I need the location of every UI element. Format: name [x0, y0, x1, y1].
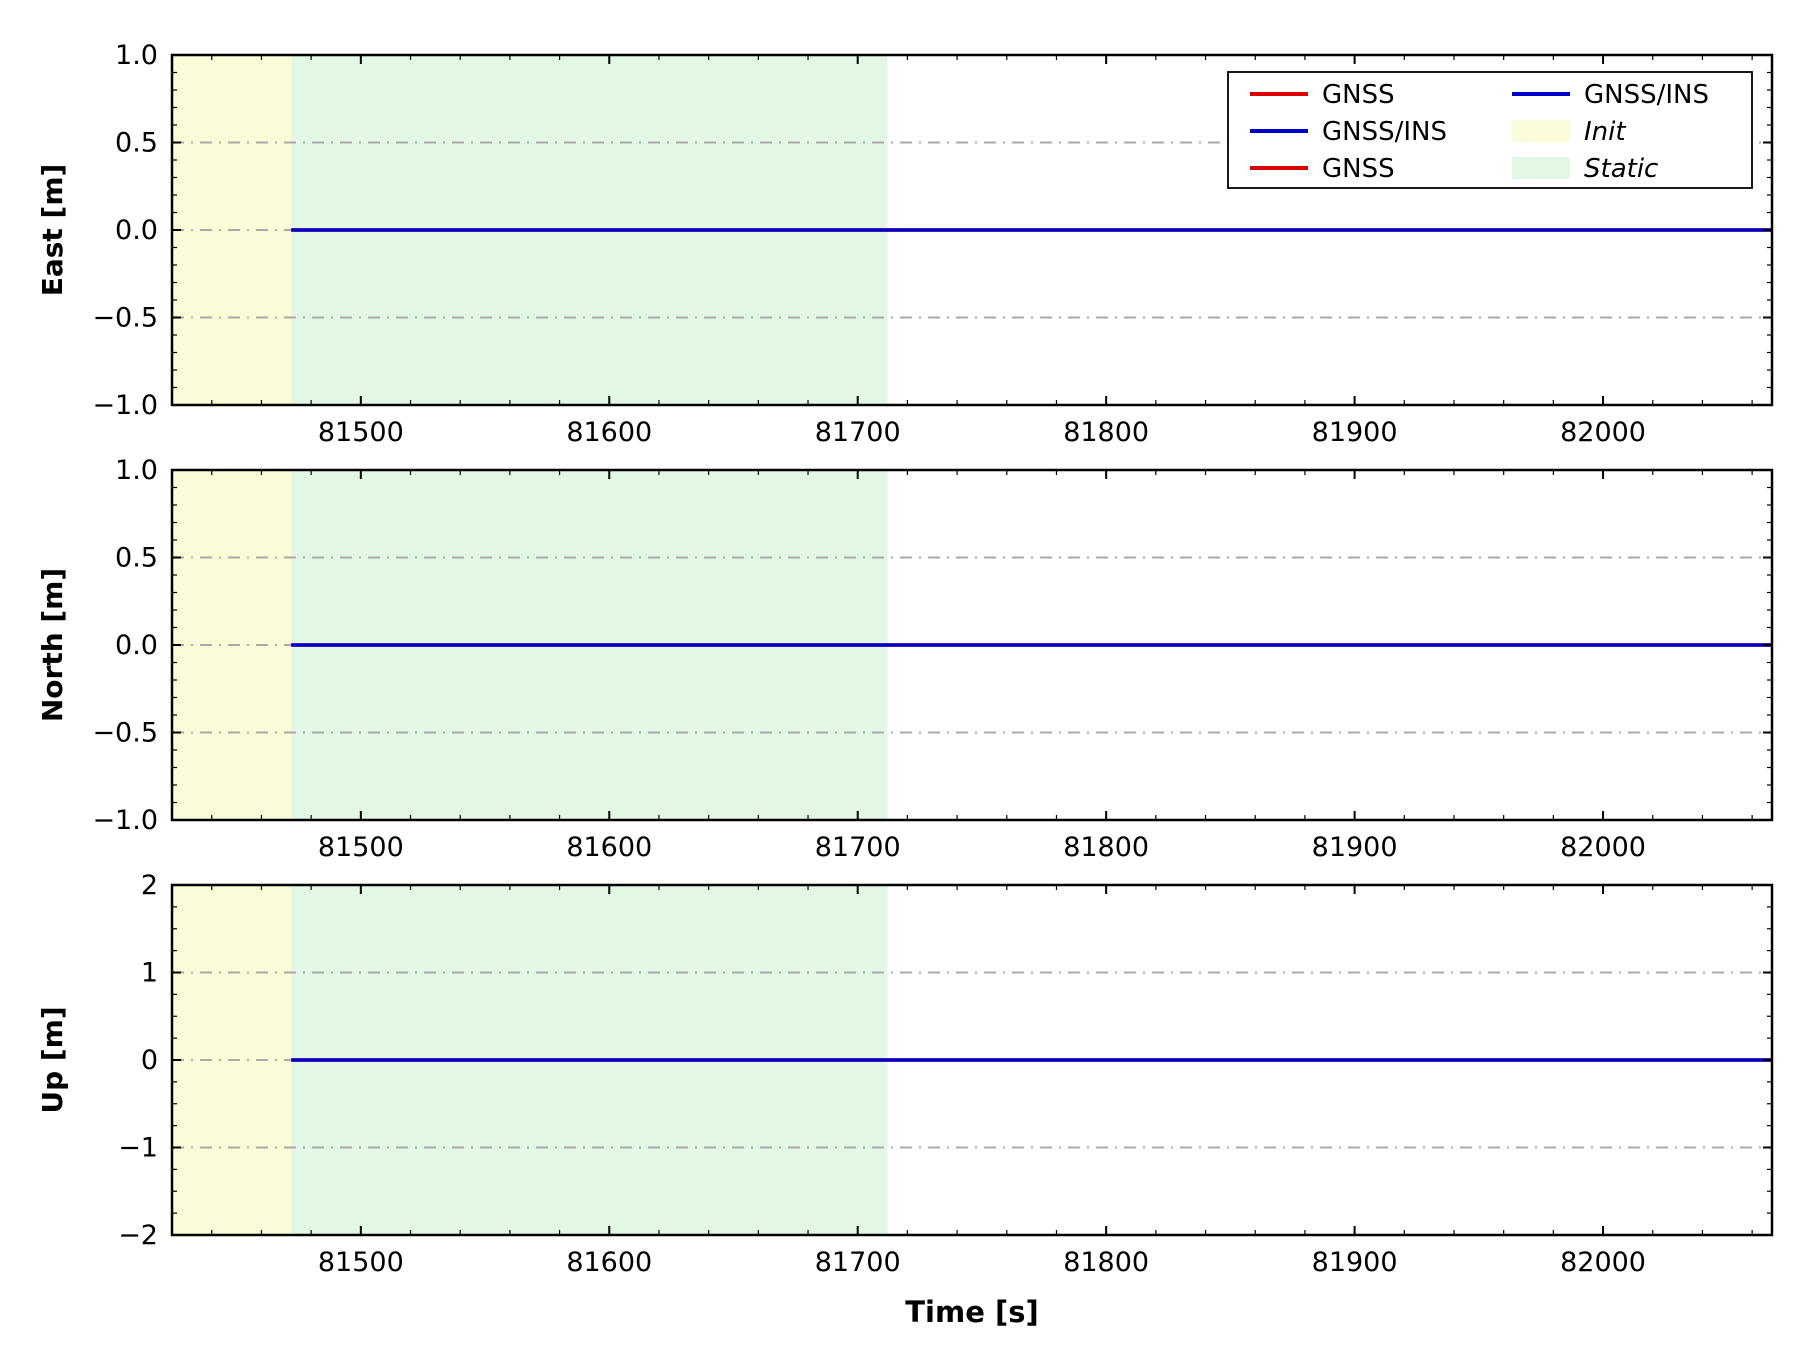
x-tick-label: 81600: [566, 832, 652, 863]
subplot-north: 81500 81600 81700 81800 81900 82000 1.0 0.5 0.0 −…: [36, 455, 1774, 863]
x-tick-label: 81600: [566, 417, 652, 448]
x-tick-label: 81800: [1063, 1247, 1149, 1278]
x-tick-label: 81900: [1312, 417, 1398, 448]
y-axis-label-east: East [m]: [36, 164, 69, 297]
x-tick-label: 81500: [318, 417, 404, 448]
y-tick-label: −1: [118, 1133, 158, 1164]
legend: GNSS GNSS/INS GNSS GNSS/INS Init Static: [1227, 71, 1753, 189]
y-tick-label: 0.0: [115, 630, 158, 661]
y-tick-label: 0.5: [115, 543, 158, 574]
x-tick-label: 81500: [318, 1247, 404, 1278]
y-tick-label: 0.5: [115, 128, 158, 159]
x-tick-label: 81700: [815, 832, 901, 863]
y-tick-label: 2: [141, 870, 158, 901]
y-tick-label: −0.5: [92, 303, 158, 334]
legend-label: GNSS: [1322, 154, 1395, 184]
y-tick-label: 1.0: [115, 455, 158, 486]
y-tick-label: 0.0: [115, 215, 158, 246]
subplot-up: 81500 81600 81700 81800 81900 82000 2 1 0 −1 −2 Up …: [36, 870, 1774, 1278]
y-tick-label: −1.0: [92, 390, 158, 421]
y-tick-label: −1.0: [92, 805, 158, 836]
legend-label: GNSS/INS: [1584, 80, 1709, 110]
y-tick-label: −0.5: [92, 718, 158, 749]
legend-box: [1227, 71, 1753, 189]
x-tick-label: 81900: [1312, 1247, 1398, 1278]
x-tick-label: 81900: [1312, 832, 1398, 863]
x-tick-label: 82000: [1560, 417, 1646, 448]
legend-label: GNSS/INS: [1322, 117, 1447, 147]
x-tick-label: 81500: [318, 832, 404, 863]
x-tick-label: 81600: [566, 1247, 652, 1278]
legend-label: Init: [1584, 117, 1626, 147]
x-axis-label: Time [s]: [905, 1295, 1038, 1329]
legend-swatch-patch: [1512, 120, 1570, 142]
y-axis-label-north: North [m]: [36, 568, 69, 722]
legend-label: GNSS: [1322, 80, 1395, 110]
x-tick-label: 81700: [815, 417, 901, 448]
legend-swatch-patch: [1512, 157, 1570, 179]
y-axis-label-up: Up [m]: [36, 1006, 69, 1113]
x-tick-label: 82000: [1560, 1247, 1646, 1278]
x-tick-label: 81800: [1063, 417, 1149, 448]
x-tick-label: 81800: [1063, 832, 1149, 863]
legend-label: Static: [1584, 154, 1658, 184]
y-tick-label: 1.0: [115, 40, 158, 71]
x-tick-label: 81700: [815, 1247, 901, 1278]
y-tick-label: 1: [141, 958, 158, 989]
x-tick-label: 82000: [1560, 832, 1646, 863]
y-tick-label: 0: [141, 1045, 158, 1076]
y-tick-label: −2: [118, 1220, 158, 1251]
